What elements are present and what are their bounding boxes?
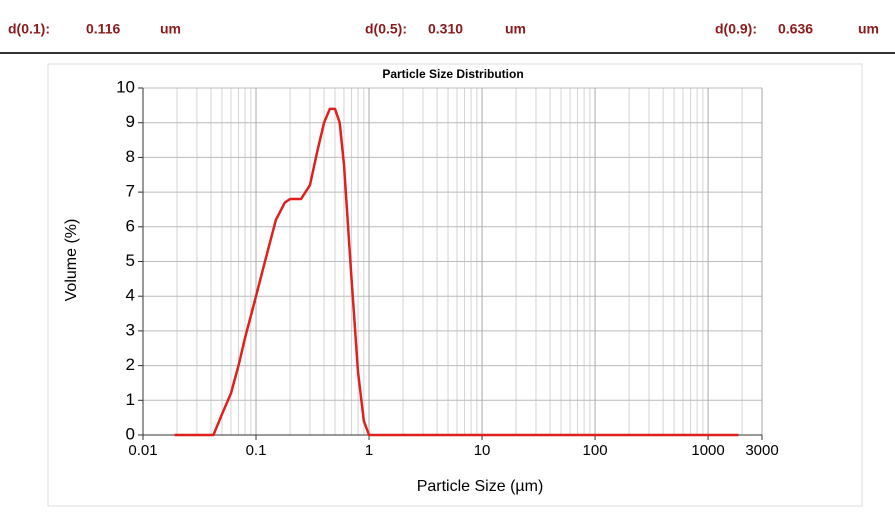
y-tick-label: 7 <box>126 182 135 201</box>
stat-value: 0.310 <box>428 21 463 37</box>
y-tick-label: 2 <box>126 355 135 374</box>
y-tick-label: 1 <box>126 390 135 409</box>
data-line <box>174 107 739 437</box>
stat-label: d(0.5): <box>365 21 407 37</box>
y-tick-label: 8 <box>126 147 135 166</box>
y-axis-label: Volume (%) <box>63 219 80 302</box>
stat-value: 0.116 <box>86 21 120 37</box>
y-tick-label: 4 <box>126 286 135 305</box>
x-tick-label: 10 <box>474 442 491 459</box>
x-axis-label: Particle Size (µm) <box>417 478 544 495</box>
header: d(0.1): 0.116 um d(0.5): 0.310 um d(0.9): 0.636… <box>8 21 879 37</box>
y-tick-label: 6 <box>126 216 135 235</box>
y-tick-label: 3 <box>126 320 135 339</box>
chart-frame <box>47 63 863 507</box>
x-tick-label: 1000 <box>691 442 724 459</box>
x-tick-label: 0.01 <box>128 442 157 459</box>
stat-label: d(0.1): <box>8 21 50 37</box>
stat-value: 0.636 <box>778 21 813 37</box>
chart-title: Particle Size Distribution <box>382 67 523 81</box>
y-tick-label: 9 <box>126 112 135 131</box>
stat-unit: um <box>160 21 181 37</box>
stat-unit: um <box>858 21 879 37</box>
x-tick-label: 0.1 <box>246 442 267 459</box>
y-tick-label: 10 <box>116 77 135 96</box>
x-tick-label: 1 <box>365 442 373 459</box>
stat-label: d(0.9): <box>715 21 757 37</box>
y-tick-label: 0 <box>126 424 135 443</box>
stat-unit: um <box>505 21 526 37</box>
y-tick-label: 5 <box>126 251 135 270</box>
x-tick-label: 100 <box>583 442 608 459</box>
x-tick-label: 3000 <box>745 442 778 459</box>
